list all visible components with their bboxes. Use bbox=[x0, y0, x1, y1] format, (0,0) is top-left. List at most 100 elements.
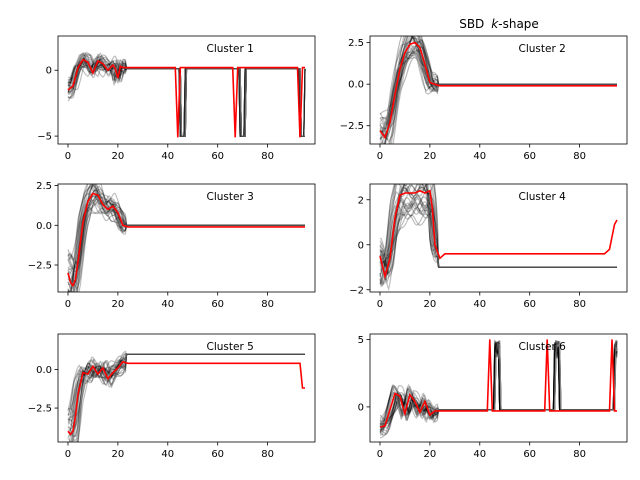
centroid-line bbox=[379, 339, 617, 428]
x-tick-label: 60 bbox=[523, 449, 536, 460]
member-series-line bbox=[379, 49, 617, 121]
panel-3: 0 20 40 60 80 2.5 0.0 −2.5 Cluster 3 bbox=[28, 181, 316, 310]
x-tick-label: 80 bbox=[573, 449, 586, 460]
cluster-label: Cluster 4 bbox=[519, 191, 567, 203]
member-series-line bbox=[379, 48, 617, 137]
plot-area bbox=[379, 184, 618, 292]
cluster-label: Cluster 3 bbox=[207, 191, 254, 203]
centroid-line bbox=[67, 192, 305, 288]
x-tick-label: 20 bbox=[112, 151, 125, 162]
x-tick-label: 40 bbox=[161, 151, 174, 162]
x-tick-label: 0 bbox=[377, 151, 383, 162]
centroid-line bbox=[379, 189, 618, 280]
member-series-line bbox=[379, 36, 617, 144]
x-tick-label: 40 bbox=[473, 151, 486, 162]
axes-frame bbox=[369, 183, 628, 293]
member-series-line bbox=[379, 344, 618, 429]
x-tick-label: 60 bbox=[523, 299, 536, 310]
member-series-line bbox=[379, 184, 617, 277]
cluster-label: Cluster 1 bbox=[207, 43, 254, 55]
x-tick-label: 0 bbox=[377, 299, 383, 310]
x-tick-label: 20 bbox=[112, 449, 125, 460]
x-tick-label: 0 bbox=[377, 449, 383, 460]
x-tick-label: 0 bbox=[65, 299, 71, 310]
figure-title: SBD k-shape bbox=[459, 17, 539, 31]
y-tick-label: −5 bbox=[37, 132, 52, 143]
x-tick-label: 0 bbox=[65, 151, 71, 162]
panel-5: 0 20 40 60 80 0.0 −2.5 Cluster 5 bbox=[28, 333, 316, 460]
member-series-line bbox=[379, 201, 617, 268]
member-series-line bbox=[379, 202, 617, 268]
plot-area bbox=[67, 350, 305, 442]
plot-area bbox=[379, 338, 618, 439]
x-tick-label: 80 bbox=[261, 449, 274, 460]
member-series-line bbox=[71, 350, 305, 442]
x-tick-label: 80 bbox=[573, 151, 586, 162]
x-tick-label: 80 bbox=[261, 299, 274, 310]
y-tick-label: 0 bbox=[358, 240, 364, 251]
x-tick-label: 60 bbox=[523, 151, 536, 162]
x-tick-label: 20 bbox=[424, 299, 437, 310]
x-tick-label: 40 bbox=[161, 299, 174, 310]
member-series-line bbox=[379, 206, 617, 275]
member-series-line bbox=[67, 352, 305, 438]
y-tick-label: 0 bbox=[358, 402, 364, 413]
member-series-line bbox=[379, 49, 617, 115]
plot-area bbox=[379, 36, 617, 144]
x-tick-label: 0 bbox=[65, 449, 71, 460]
x-tick-label: 80 bbox=[261, 151, 274, 162]
member-series-line bbox=[379, 213, 617, 273]
axes-frame bbox=[369, 35, 628, 145]
member-series-line bbox=[67, 52, 306, 137]
plot-area bbox=[67, 51, 306, 138]
y-tick-label: 0.0 bbox=[348, 80, 364, 91]
y-tick-label: 2.5 bbox=[36, 181, 52, 192]
member-series-line bbox=[67, 197, 305, 267]
y-tick-label: −2 bbox=[349, 285, 364, 296]
title-italic: k bbox=[491, 17, 499, 31]
cluster-label: Cluster 6 bbox=[519, 341, 567, 353]
title-prefix: SBD bbox=[459, 17, 484, 31]
panel-2: 0 20 40 60 80 2.5 0.0 −2.5 Cluster 2 bbox=[340, 35, 628, 162]
cluster-label: Cluster 5 bbox=[207, 341, 254, 353]
x-tick-label: 20 bbox=[424, 151, 437, 162]
member-series-line bbox=[379, 56, 617, 131]
cluster-label: Cluster 2 bbox=[519, 43, 566, 55]
member-series-line bbox=[71, 353, 305, 442]
panel-1: 0 20 40 60 80 0 −5 Cluster 1 bbox=[37, 35, 316, 162]
axes-frame bbox=[57, 183, 316, 293]
axes-frame bbox=[57, 333, 316, 443]
x-tick-label: 80 bbox=[573, 299, 586, 310]
member-series-line bbox=[379, 44, 617, 130]
member-series-line bbox=[379, 201, 617, 268]
member-series-line bbox=[379, 48, 617, 139]
x-tick-label: 40 bbox=[473, 449, 486, 460]
member-series-line bbox=[379, 201, 617, 268]
x-tick-label: 40 bbox=[473, 299, 486, 310]
plot-area bbox=[67, 184, 305, 292]
y-tick-label: 5 bbox=[358, 335, 364, 346]
x-tick-label: 20 bbox=[112, 299, 125, 310]
y-tick-label: −2.5 bbox=[340, 121, 364, 132]
panel-6: 0 20 40 60 80 5 0 Cluster 6 bbox=[358, 333, 628, 460]
title-suffix: -shape bbox=[498, 17, 539, 31]
x-tick-label: 60 bbox=[211, 299, 224, 310]
y-tick-label: 2 bbox=[358, 195, 364, 206]
x-tick-label: 20 bbox=[424, 449, 437, 460]
y-tick-label: 0 bbox=[46, 66, 52, 77]
member-series-line bbox=[379, 341, 618, 424]
y-tick-label: −2.5 bbox=[28, 404, 52, 415]
centroid-line bbox=[379, 41, 617, 140]
centroid-line bbox=[67, 360, 305, 436]
centroid-line bbox=[67, 58, 305, 138]
y-tick-label: 0.0 bbox=[36, 365, 52, 376]
member-series-line bbox=[379, 55, 617, 136]
axes-frame bbox=[57, 35, 316, 145]
member-series-line bbox=[67, 203, 305, 281]
x-tick-label: 60 bbox=[211, 151, 224, 162]
member-series-line bbox=[67, 184, 305, 292]
axes-frame bbox=[369, 333, 628, 443]
